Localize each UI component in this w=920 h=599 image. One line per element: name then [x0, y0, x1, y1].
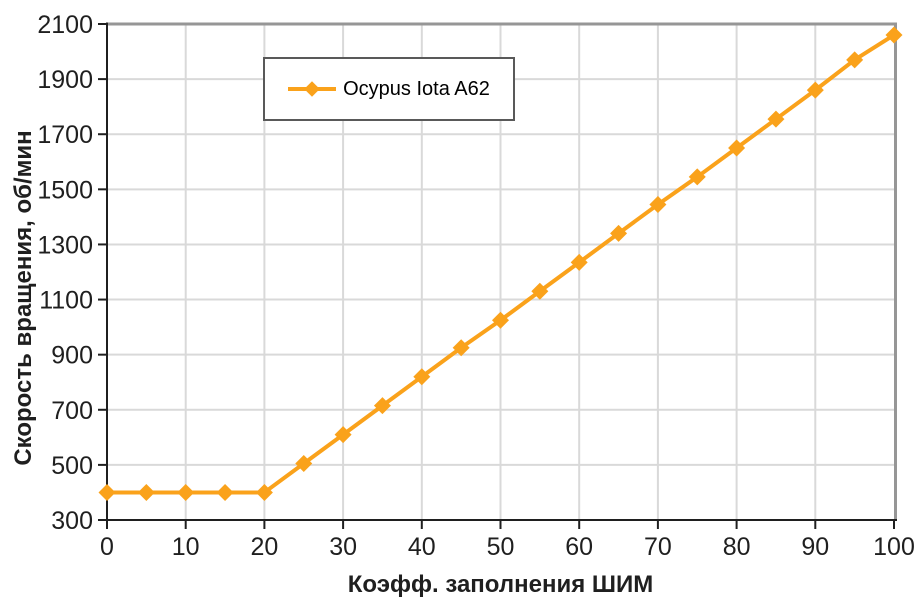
x-tick-label: 30: [329, 533, 357, 561]
data-point-marker: [806, 81, 824, 99]
data-point-marker: [413, 368, 431, 386]
data-point-marker: [452, 339, 470, 357]
data-point-marker: [846, 51, 864, 69]
legend-line-sample: [288, 81, 337, 97]
legend-marker-diamond-icon: [304, 81, 320, 97]
x-tick-label: 20: [250, 533, 278, 561]
data-point-marker: [334, 426, 352, 444]
legend-label: Ocypus Iota A62: [343, 77, 490, 100]
x-tick-label: 80: [723, 533, 751, 561]
x-tick-label: 90: [801, 533, 829, 561]
x-tick-label: 40: [408, 533, 436, 561]
y-axis-title: Скорость вращения, об/мин: [10, 130, 37, 466]
data-point-marker: [177, 483, 195, 501]
x-axis-title: Коэфф. заполнения ШИМ: [347, 571, 654, 598]
y-tick-label: 1300: [37, 231, 93, 259]
x-tick-label: 0: [100, 533, 114, 561]
x-tick-label: 50: [487, 533, 515, 561]
y-tick-label: 300: [51, 507, 93, 535]
legend: Ocypus Iota A62: [263, 57, 515, 121]
y-tick-label: 1900: [37, 66, 93, 94]
data-point-marker: [531, 282, 549, 300]
x-tick-label: 60: [565, 533, 593, 561]
y-tick-label: 1700: [37, 121, 93, 149]
y-tick-label: 700: [51, 397, 93, 425]
x-tick-label: 70: [644, 533, 672, 561]
data-point-marker: [767, 110, 785, 128]
data-point-marker: [255, 483, 273, 501]
data-point-marker: [570, 253, 588, 271]
data-point-marker: [295, 455, 313, 473]
data-point-marker: [492, 311, 509, 329]
y-tick-label: 500: [51, 452, 93, 480]
y-tick-label: 900: [51, 342, 93, 370]
x-tick-label: 100: [873, 533, 915, 561]
data-point-marker: [610, 224, 628, 242]
data-point-marker: [98, 483, 116, 501]
x-tick-label: 10: [172, 533, 200, 561]
y-tick-label: 1500: [37, 176, 93, 204]
y-tick-label: 1100: [39, 287, 93, 315]
data-point-marker: [688, 168, 706, 186]
y-tick-label: 2100: [37, 11, 93, 39]
data-point-marker: [373, 397, 391, 415]
data-point-marker: [885, 26, 903, 44]
data-point-marker: [649, 195, 667, 213]
data-point-marker: [216, 483, 234, 501]
data-point-marker: [728, 139, 746, 157]
data-point-marker: [137, 483, 155, 501]
